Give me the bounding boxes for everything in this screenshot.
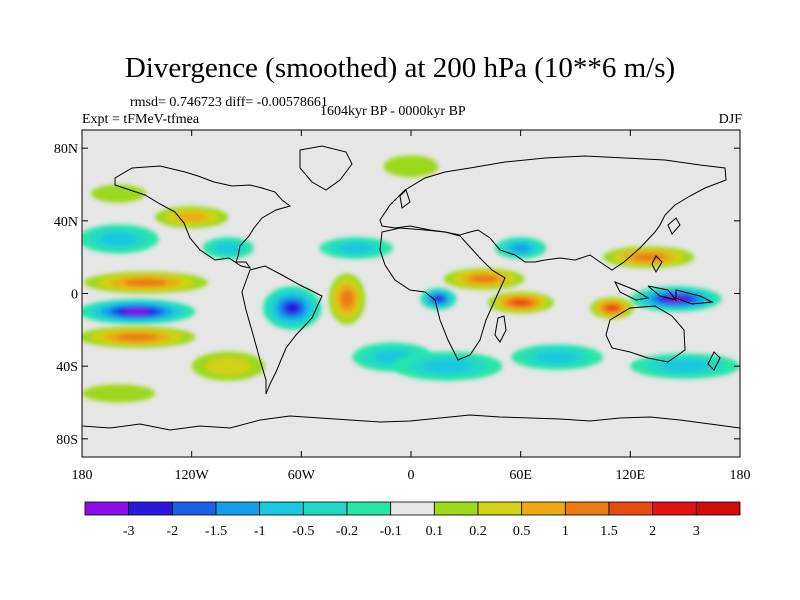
contour-band <box>216 243 240 253</box>
contour-band <box>536 351 578 363</box>
contour-band <box>433 296 443 302</box>
colorbar-swatch <box>521 501 566 516</box>
contour-band <box>82 384 156 403</box>
colorbar-swatch <box>477 501 523 516</box>
divergence-feature <box>319 237 393 259</box>
contour-band <box>100 232 137 246</box>
x-tick-label: 180 <box>72 468 93 483</box>
divergence-feature <box>82 384 156 403</box>
contour-band <box>423 359 472 373</box>
contour-band <box>660 360 710 372</box>
colorbar-label: -1 <box>254 524 266 539</box>
y-tick-label: 0 <box>71 288 78 303</box>
experiment-label: Expt = tFMeV-tfmea <box>82 112 200 127</box>
contour-band <box>339 243 373 253</box>
divergence-feature <box>91 184 146 203</box>
divergence-feature <box>495 237 547 259</box>
map-background <box>82 130 740 457</box>
divergence-feature <box>82 224 159 254</box>
contour-band <box>116 333 158 341</box>
y-tick-label: 80N <box>54 142 78 157</box>
colorbar-label: -1.5 <box>205 524 227 539</box>
colorbar-label: 0.2 <box>469 524 487 539</box>
contour-band <box>91 184 146 203</box>
divergence-feature <box>82 326 196 348</box>
contour-band <box>511 244 530 252</box>
divergence-feature <box>511 344 603 370</box>
colorbar-swatch <box>171 501 217 516</box>
contour-band <box>175 212 208 223</box>
colorbar-swatch <box>84 501 130 516</box>
x-tick-label: 120E <box>616 468 646 483</box>
contour-band <box>605 304 619 312</box>
divergence-feature <box>443 268 525 290</box>
colorbar-swatch <box>215 501 261 516</box>
divergence-feature <box>262 286 322 330</box>
divergence-feature <box>83 271 209 294</box>
colorbar-label: -3 <box>123 524 135 539</box>
divergence-feature <box>392 351 503 381</box>
chart-title: Divergence (smoothed) at 200 hPa (10**6 … <box>124 52 676 84</box>
contour-band <box>340 290 354 308</box>
colorbar-swatch <box>433 501 479 516</box>
contour-band <box>124 308 150 315</box>
colorbar-label: -0.1 <box>380 524 402 539</box>
colorbar-label: 1 <box>562 524 569 539</box>
divergence-feature <box>590 297 634 319</box>
divergence-feature <box>602 246 695 269</box>
colorbar-label: 0.5 <box>513 524 531 539</box>
colorbar-swatch <box>608 501 654 516</box>
stats-text: rmsd= 0.746723 diff= -0.00578661 <box>130 95 328 110</box>
divergence-feature <box>191 351 265 381</box>
divergence-feature <box>82 298 196 325</box>
colorbar-swatch <box>128 501 173 516</box>
divergence-feature <box>202 237 254 259</box>
colorbar-swatch <box>390 501 435 516</box>
y-tick-label: 40S <box>56 360 78 375</box>
contour-band <box>285 302 300 314</box>
colorbar: -3 -2 -1.5 -1 -0.5 -0.2 -0.1 0.1 0.2 0.5 1 1.5 2 3 <box>84 501 741 539</box>
divergence-feature <box>487 291 554 314</box>
colorbar-swatch <box>346 501 392 516</box>
x-tick-label: 120W <box>175 468 210 483</box>
x-tick-label: 60E <box>509 468 532 483</box>
divergence-feature <box>420 288 457 310</box>
colorbar-label: 0.1 <box>426 524 444 539</box>
contour-band <box>383 155 439 178</box>
divergence-feature <box>383 155 439 178</box>
contour-band <box>205 357 251 376</box>
period-label: 1604kyr BP - 0000kyr BP <box>320 104 466 119</box>
colorbar-label: 3 <box>693 524 700 539</box>
colorbar-label: 2 <box>649 524 656 539</box>
divergence-feature <box>328 273 366 325</box>
x-tick-label: 180 <box>730 468 751 483</box>
divergence-contours <box>82 155 740 403</box>
coastlines <box>82 145 740 431</box>
season-label: DJF <box>718 112 742 127</box>
contour-band <box>124 278 168 287</box>
colorbar-swatch <box>259 501 304 516</box>
colorbar-swatch <box>652 501 697 516</box>
y-tick-label: 40N <box>54 215 78 230</box>
contour-band <box>511 299 531 306</box>
colorbar-label: -2 <box>166 524 178 539</box>
colorbar-swatch <box>302 501 348 516</box>
x-tick-label: 0 <box>408 468 415 483</box>
colorbar-label: -0.5 <box>292 524 314 539</box>
colorbar-swatch <box>695 501 741 516</box>
colorbar-swatch <box>564 501 610 516</box>
axis-ticks: 180 120W 60W 0 60E 120E 180 80N 40N 0 40S 80S <box>54 130 751 483</box>
colorbar-label: 1.5 <box>600 524 618 539</box>
contour-band <box>632 253 665 261</box>
divergence-feature <box>155 206 229 229</box>
y-tick-label: 80S <box>56 433 78 448</box>
x-tick-label: 60W <box>288 468 316 483</box>
contour-band <box>470 275 499 283</box>
colorbar-label: -0.2 <box>336 524 358 539</box>
